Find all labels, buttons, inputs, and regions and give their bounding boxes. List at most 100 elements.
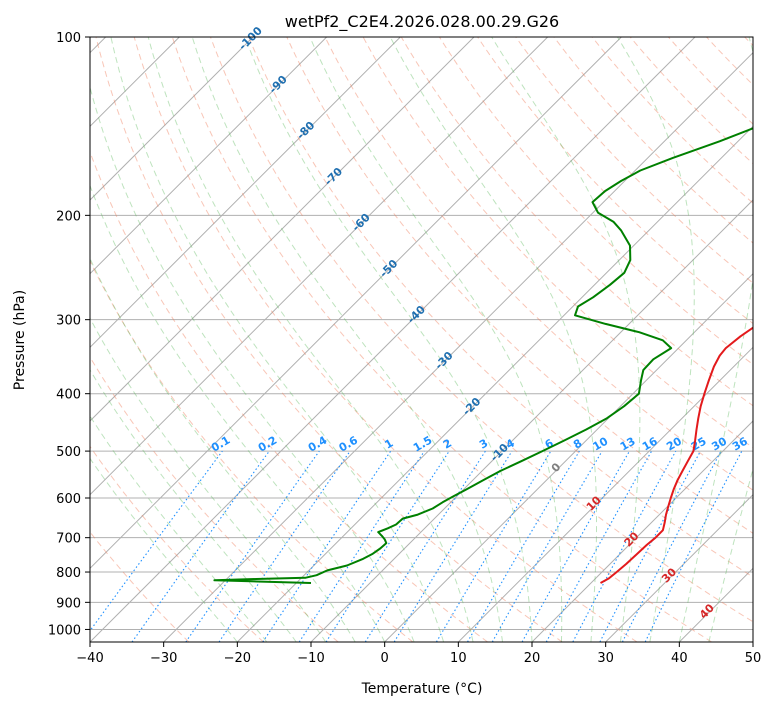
series-group (213, 127, 753, 584)
y-tick-label: 800 (56, 566, 81, 581)
moist-adiabat-line (389, 37, 597, 642)
moist-adiabat-line (90, 415, 268, 642)
isotherm-line (678, 567, 753, 642)
x-tick-label: −30 (150, 651, 177, 666)
y-tick-label: 400 (56, 388, 81, 403)
isotherm-line (90, 37, 475, 422)
dry-adiabat-line (515, 37, 753, 284)
dry-adiabat-line (90, 150, 488, 642)
mixing-ratio-line (185, 450, 320, 642)
mixing-ratio-line (364, 450, 486, 642)
isotherm-line (310, 199, 753, 642)
x-tick-label: −20 (224, 651, 251, 666)
mixing-ratio-label: 3 (477, 437, 490, 452)
mixing-ratio-label: 2 (441, 437, 454, 452)
mixing-ratio-line (262, 450, 392, 642)
mixing-ratio-line (521, 450, 630, 642)
moist-adiabat-line (309, 37, 563, 642)
isotherm-label: -20 (460, 395, 483, 418)
plot-frame (89, 36, 754, 643)
y-tick-label: 100 (56, 31, 81, 46)
x-tick-label: 50 (745, 651, 762, 666)
isotherm-line (90, 37, 622, 570)
dry-adiabat-line (90, 531, 190, 642)
x-tick-label: 10 (450, 651, 467, 666)
mixing-ratio-line (467, 450, 580, 642)
moist-adiabat-line (90, 85, 415, 642)
moist-adiabat-line (90, 457, 238, 642)
isotherm-label: -90 (267, 73, 290, 96)
isotherm-label: -60 (350, 211, 373, 234)
dry-adiabat-line (591, 37, 753, 204)
dry-adiabat-line (133, 37, 638, 642)
isotherm-line (90, 37, 254, 201)
axes: −40 −30 −20 −10 0 10 20 30 40 5010020030040050060… (48, 31, 761, 666)
chart-title: wetPf2_C2E4.2026.028.00.29.G26 (285, 12, 559, 32)
y-axis-label: Pressure (hPa) (12, 290, 28, 390)
dry-adiabat-line (324, 37, 753, 491)
background-lines (90, 37, 753, 642)
mixing-ratio-line (298, 450, 425, 642)
isotherm-line (90, 37, 328, 275)
moist-adiabat-label: 0 (549, 460, 564, 475)
mixing-ratio-line (572, 450, 677, 642)
x-tick-label: 20 (524, 651, 541, 666)
moist-adiabat-label: 10 (584, 493, 604, 513)
y-tick-label: 1000 (48, 623, 81, 638)
mixing-ratio-line (131, 450, 270, 642)
moist-adiabat-line (616, 37, 695, 642)
x-tick-label: 30 (597, 651, 614, 666)
dry-adiabat-line (171, 37, 712, 642)
y-tick-label: 500 (56, 445, 81, 460)
x-tick-label: −40 (76, 651, 103, 666)
x-tick-label: 40 (671, 651, 688, 666)
isotherm-line (90, 37, 549, 496)
dry-adiabat-line (90, 356, 339, 642)
isotherm-label: -70 (322, 165, 345, 188)
x-tick-label: −10 (297, 651, 324, 666)
mixing-ratio-line (545, 450, 653, 642)
temperature-line (600, 326, 753, 584)
isotherm-line (605, 493, 753, 642)
isotherm-line (384, 272, 753, 642)
dry-adiabat-line (668, 37, 753, 125)
x-tick-label: 0 (381, 651, 389, 666)
mixing-ratio-line (435, 450, 552, 642)
isotherm-line (236, 125, 753, 642)
dewpoint-line (213, 127, 753, 584)
mixing-ratio-line (393, 450, 513, 642)
moist-adiabat-line (147, 37, 474, 642)
isotherm-line (90, 37, 696, 642)
moist-adiabat-line (90, 317, 327, 642)
y-tick-label: 300 (56, 314, 81, 329)
dry-adiabat-line (95, 37, 563, 642)
isotherm-line (163, 51, 753, 642)
y-tick-label: 200 (56, 209, 81, 224)
y-tick-label: 600 (56, 492, 81, 507)
isotherm-line (90, 37, 401, 349)
moist-adiabat-line (90, 369, 297, 642)
dry-adiabat-line (744, 37, 753, 47)
isotherm-line (531, 420, 753, 642)
isotherm-line (457, 346, 753, 642)
dry-adiabat-line (629, 37, 753, 165)
isotherm-label: -100 (236, 24, 265, 53)
moist-adiabat-line (491, 37, 641, 642)
dry-adiabat-line (248, 37, 753, 578)
moist-adiabat-line (191, 37, 503, 642)
moist-adiabat-label: 30 (659, 565, 679, 585)
moist-adiabat-line (110, 37, 445, 642)
x-axis-label: Temperature (°C) (361, 681, 483, 697)
dry-adiabat-line (706, 37, 753, 86)
y-tick-label: 900 (56, 596, 81, 611)
dry-adiabat-line (90, 445, 264, 642)
dry-adiabat-line (90, 259, 414, 642)
dry-adiabat-line (210, 37, 753, 623)
mixing-ratio-line (325, 450, 450, 642)
mixing-ratio-line (599, 450, 701, 642)
dry-adiabat-line (362, 37, 753, 449)
y-tick-label: 700 (56, 532, 81, 547)
moist-adiabat-line (678, 37, 753, 642)
isotherm-line (752, 641, 753, 642)
moist-adiabat-line (90, 257, 356, 642)
